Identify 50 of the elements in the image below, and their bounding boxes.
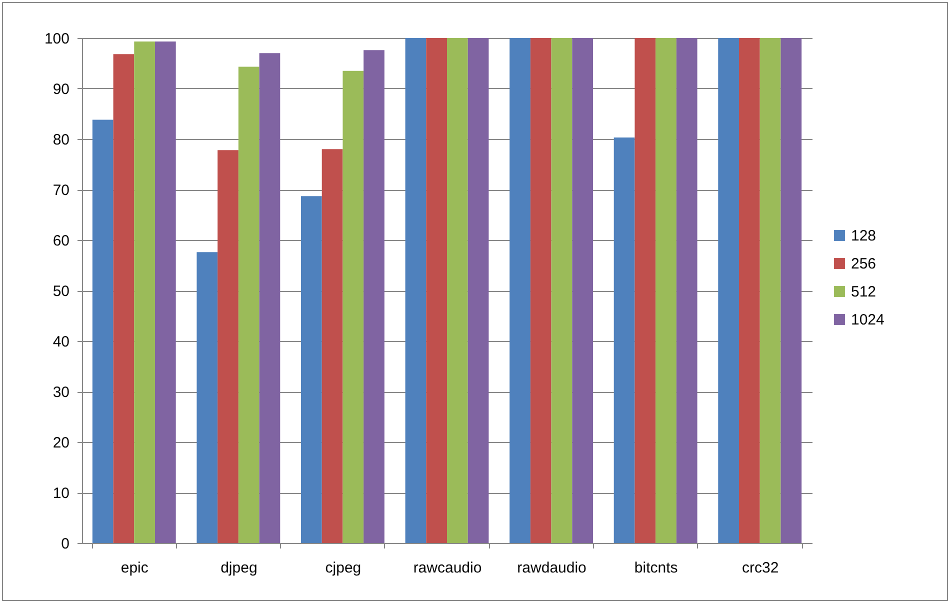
x-tick-label: bitcnts — [634, 560, 678, 576]
bar — [301, 196, 322, 543]
y-tick-label: 0 — [61, 536, 70, 552]
bar — [510, 38, 530, 543]
x-tick-label: epic — [120, 560, 149, 576]
bar — [447, 38, 468, 543]
y-tick-label: 10 — [52, 485, 70, 502]
y-tick-label: 60 — [52, 232, 70, 250]
x-tick-label: cjpeg — [325, 560, 362, 576]
bar — [342, 70, 364, 543]
bar — [780, 38, 802, 543]
x-tick-label: crc32 — [742, 560, 779, 576]
y-tick-label: 100 — [44, 30, 70, 48]
bar — [322, 149, 343, 543]
bar — [572, 38, 593, 543]
bar — [238, 66, 260, 543]
bar — [634, 38, 656, 543]
bar — [614, 137, 635, 543]
y-tick-label: 70 — [52, 182, 70, 199]
bar — [405, 38, 426, 543]
bar — [718, 38, 739, 543]
bar — [739, 38, 760, 543]
y-tick-label: 30 — [52, 384, 70, 401]
bar — [656, 38, 676, 543]
bar — [426, 38, 447, 543]
legend-label: 1024 — [851, 312, 884, 328]
bar — [134, 42, 155, 543]
legend-label: 256 — [851, 256, 876, 272]
x-tick-label: djpeg — [220, 560, 258, 576]
bar — [530, 38, 552, 543]
x-tick-label: rawcaudio — [413, 560, 482, 576]
bar — [676, 38, 698, 543]
bar — [259, 53, 280, 543]
bar — [468, 38, 489, 543]
legend-label: 128 — [851, 228, 876, 244]
y-tick-label: 80 — [52, 132, 70, 148]
y-tick-label: 20 — [52, 434, 70, 452]
bar — [155, 42, 176, 543]
bar — [218, 150, 238, 543]
y-tick-label: 50 — [52, 283, 70, 300]
legend-label: 512 — [851, 284, 876, 300]
x-tick-label: rawdaudio — [517, 560, 586, 576]
bar — [551, 38, 572, 543]
y-tick-label: 40 — [52, 334, 70, 350]
bar — [196, 252, 218, 543]
y-tick-label: 90 — [52, 81, 70, 98]
bar — [760, 38, 781, 543]
bar — [364, 50, 384, 543]
bar — [92, 120, 114, 543]
bar — [113, 54, 134, 543]
